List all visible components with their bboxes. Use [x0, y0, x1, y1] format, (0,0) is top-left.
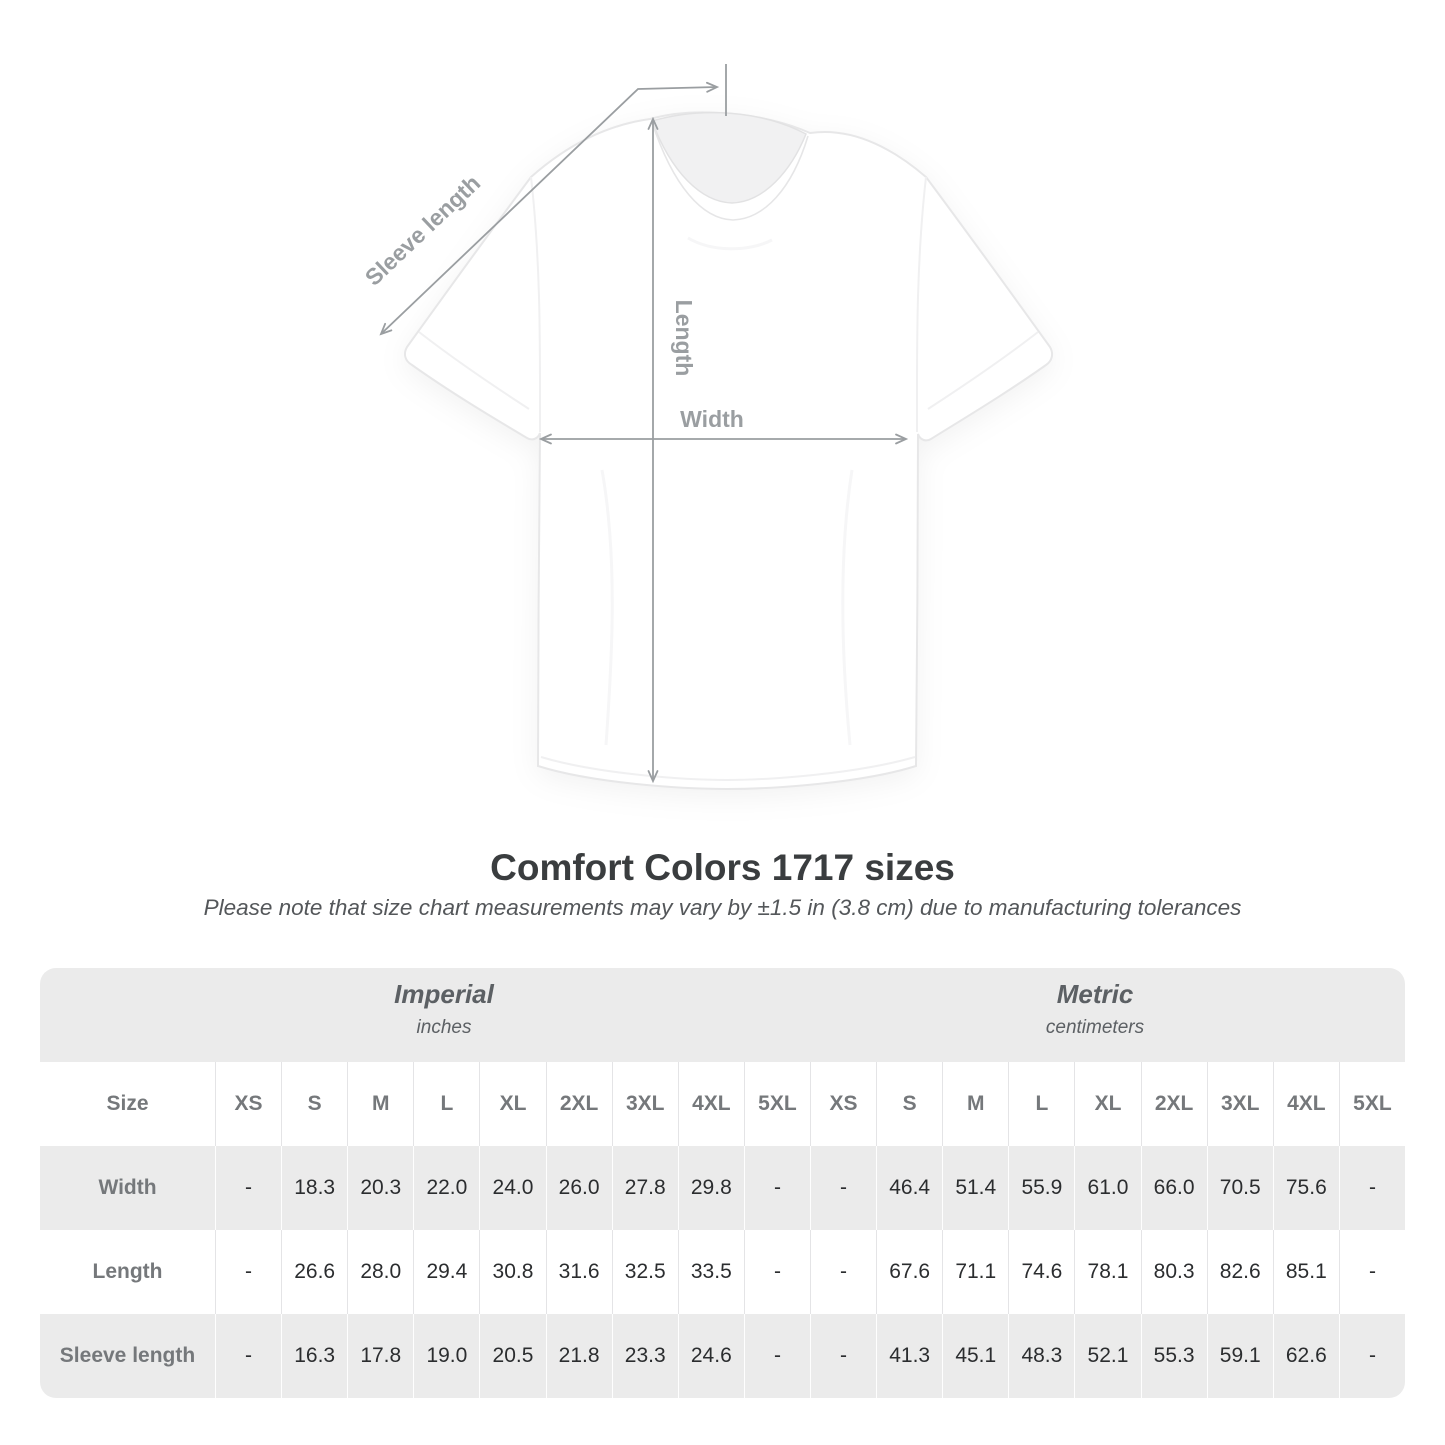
- sleeve-length-arrow: [379, 81, 720, 336]
- measurement-value: 46.4: [876, 1146, 942, 1230]
- measurement-value: -: [215, 1314, 281, 1398]
- column-header: 3XL: [1206, 1062, 1273, 1146]
- measurement-value: 20.5: [479, 1314, 545, 1398]
- column-header: XS: [810, 1062, 876, 1146]
- column-header: XS: [215, 1062, 281, 1146]
- measurement-value: 45.1: [942, 1314, 1008, 1398]
- row-label: Width: [98, 1176, 157, 1199]
- imperial-heading: Imperial: [394, 979, 494, 1009]
- column-header: L: [1008, 1062, 1074, 1146]
- measurement-value: 30.8: [479, 1230, 545, 1314]
- tshirt-svg: Sleeve length Length Width: [360, 64, 1054, 791]
- header-row: Size XS S M L XL 2XL 3XL 4XL 5XL XS S M L XL 2XL 3XL 4XL…: [40, 1062, 1405, 1146]
- column-header: L: [413, 1062, 479, 1146]
- size-header: Size: [106, 1092, 149, 1115]
- measurement-value: 23.3: [611, 1314, 678, 1398]
- measurement-value: 71.1: [942, 1230, 1008, 1314]
- column-header: 2XL: [545, 1062, 612, 1146]
- width-label: Width: [680, 406, 744, 432]
- imperial-unit-label: inches: [416, 1017, 472, 1039]
- measurement-value: 67.6: [876, 1230, 942, 1314]
- measurement-value: 41.3: [876, 1314, 942, 1398]
- measurement-value: 74.6: [1008, 1230, 1074, 1314]
- measurement-value: -: [1338, 1314, 1405, 1398]
- column-header: XL: [1074, 1062, 1140, 1146]
- measurement-value: 51.4: [942, 1146, 1008, 1230]
- measurement-value: 18.3: [281, 1146, 347, 1230]
- measurement-value: 26.0: [545, 1146, 612, 1230]
- measurement-value: -: [810, 1230, 876, 1314]
- measurement-value: 20.3: [347, 1146, 413, 1230]
- column-header: S: [876, 1062, 942, 1146]
- measurement-value: -: [743, 1314, 810, 1398]
- measurement-value: 28.0: [347, 1230, 413, 1314]
- column-header: 4XL: [1272, 1062, 1339, 1146]
- tshirt-graphic: [403, 111, 1054, 791]
- column-header: 2XL: [1140, 1062, 1207, 1146]
- column-header: 5XL: [1338, 1062, 1405, 1146]
- row-label: Sleeve length: [59, 1344, 196, 1367]
- measurement-value: -: [1338, 1230, 1405, 1314]
- measurement-value: 16.3: [281, 1314, 347, 1398]
- measurement-value: 75.6: [1272, 1146, 1339, 1230]
- page-title: Comfort Colors 1717 sizes: [490, 847, 955, 888]
- measurement-value: 31.6: [545, 1230, 612, 1314]
- row-label: Length: [92, 1260, 163, 1283]
- measurement-value: 61.0: [1074, 1146, 1140, 1230]
- column-header: S: [281, 1062, 347, 1146]
- table-body: Width -18.3 20.3 22.0 24.0 26.0 27.8 29.8- -46.4…: [40, 1146, 1405, 1398]
- measurement-value: 55.3: [1140, 1314, 1207, 1398]
- table-row: Length -26.6 28.0 29.4 30.8 31.6 32.5 33.5- -67.…: [40, 1230, 1405, 1314]
- column-header: 3XL: [611, 1062, 678, 1146]
- measurement-value: -: [743, 1146, 810, 1230]
- unit-header-band: Imperial inches Metric centimeters: [40, 968, 1405, 1062]
- measurement-value: 32.5: [611, 1230, 678, 1314]
- measurement-value: 24.6: [677, 1314, 744, 1398]
- measurement-lines: [379, 64, 909, 784]
- table-row: Sleeve length -16.3 17.8 19.0 20.5 21.8 23.3 24…: [40, 1314, 1405, 1398]
- measurement-value: -: [1338, 1146, 1405, 1230]
- measurement-value: -: [810, 1314, 876, 1398]
- metric-unit-label: centimeters: [1045, 1017, 1145, 1039]
- measurement-value: 33.5: [677, 1230, 744, 1314]
- table-row: Width -18.3 20.3 22.0 24.0 26.0 27.8 29.8- -46.4…: [40, 1146, 1405, 1230]
- measurement-value: 66.0: [1140, 1146, 1207, 1230]
- length-label: Length: [671, 300, 697, 377]
- page-subtitle: Please note that size chart measurements…: [203, 895, 1242, 920]
- measurement-value: 59.1: [1206, 1314, 1273, 1398]
- measurement-value: 29.8: [677, 1146, 744, 1230]
- measurement-value: -: [743, 1230, 810, 1314]
- measurement-value: 82.6: [1206, 1230, 1273, 1314]
- column-header: XL: [479, 1062, 545, 1146]
- measurement-value: -: [215, 1230, 281, 1314]
- measurement-value: 52.1: [1074, 1314, 1140, 1398]
- measurement-value: 17.8: [347, 1314, 413, 1398]
- tshirt-measurement-diagram: Sleeve length Length Width: [360, 64, 1054, 791]
- measurement-value: 19.0: [413, 1314, 479, 1398]
- measurement-value: 29.4: [413, 1230, 479, 1314]
- measurement-value: 48.3: [1008, 1314, 1074, 1398]
- metric-heading: Metric: [1056, 979, 1134, 1009]
- measurement-value: 78.1: [1074, 1230, 1140, 1314]
- measurement-value: 24.0: [479, 1146, 545, 1230]
- unit-group-imperial: Imperial inches: [394, 979, 494, 1039]
- measurement-value: 55.9: [1008, 1146, 1074, 1230]
- measurement-value: 85.1: [1272, 1230, 1339, 1314]
- measurement-value: 27.8: [611, 1146, 678, 1230]
- column-header: M: [347, 1062, 413, 1146]
- measurement-value: 80.3: [1140, 1230, 1207, 1314]
- unit-group-metric: Metric centimeters: [1046, 979, 1144, 1039]
- column-header: 4XL: [677, 1062, 744, 1146]
- measurement-value: -: [215, 1146, 281, 1230]
- measurement-value: 70.5: [1206, 1146, 1273, 1230]
- measurement-value: 21.8: [545, 1314, 612, 1398]
- measurement-value: 62.6: [1272, 1314, 1339, 1398]
- column-header: 5XL: [743, 1062, 810, 1146]
- measurement-value: 22.0: [413, 1146, 479, 1230]
- measurement-value: -: [810, 1146, 876, 1230]
- size-table: Imperial inches Metric centimeters Size …: [40, 968, 1405, 1398]
- measurement-value: 26.6: [281, 1230, 347, 1314]
- column-header: M: [942, 1062, 1008, 1146]
